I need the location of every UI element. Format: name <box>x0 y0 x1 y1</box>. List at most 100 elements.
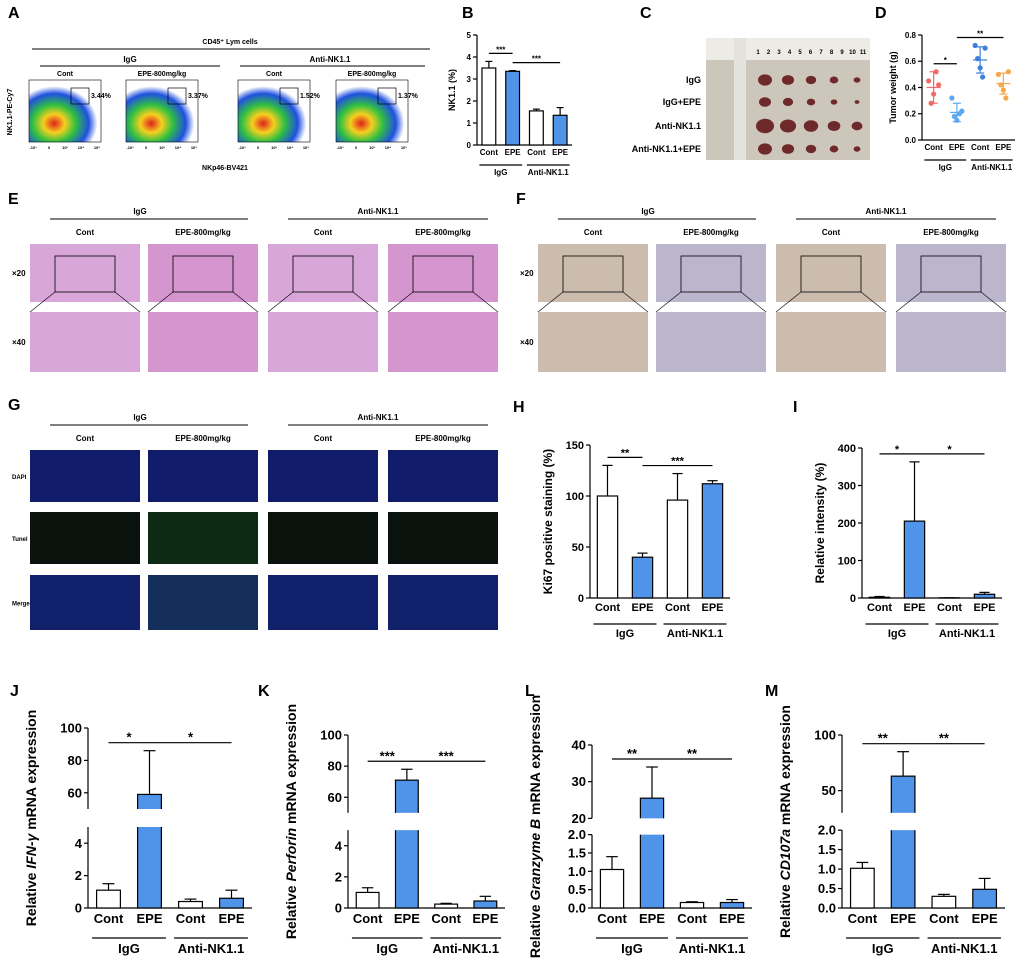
row-label: ×20 <box>520 269 534 278</box>
bar <box>505 70 521 146</box>
y-tick-label: 40 <box>572 738 586 753</box>
y-tick-label: 80 <box>68 753 82 768</box>
flow-plot <box>28 79 102 143</box>
panel-letter: K <box>258 683 270 700</box>
micrograph <box>776 244 886 302</box>
group-label: Anti-NK1.1 <box>310 55 351 64</box>
y-tick-label: 1.0 <box>818 862 836 877</box>
tumor <box>851 121 863 131</box>
y-axis-label: Ki67 positive staining (%) <box>541 449 555 594</box>
micrograph <box>30 244 140 302</box>
flow-plot <box>335 79 409 143</box>
zoom-line <box>740 291 767 313</box>
flow-plot <box>125 79 199 143</box>
bar <box>972 888 998 909</box>
column-label: EPE-800mg/kg <box>415 228 471 237</box>
zoom-box <box>800 255 862 293</box>
micrograph <box>148 512 258 564</box>
x-tick-label: Cont <box>925 143 944 152</box>
axis-tick: -10³ <box>336 145 344 150</box>
axis-tick: 10⁴ <box>287 145 293 150</box>
group-label: Anti-NK1.1 <box>667 628 723 640</box>
ruler-number: 1 <box>756 50 760 56</box>
y-tick-label: 0 <box>335 901 342 916</box>
zoom-line <box>387 291 414 313</box>
bar <box>178 900 203 909</box>
zoom-line <box>980 291 1007 313</box>
zoom-line <box>860 291 887 313</box>
micrograph <box>148 312 258 372</box>
bar <box>394 779 419 909</box>
row-label: IgG+EPE <box>663 97 701 107</box>
micrograph <box>148 450 258 502</box>
bar <box>890 775 916 909</box>
x-tick-label: Cont <box>527 148 546 157</box>
group-label: IgG <box>494 168 507 177</box>
axis-break <box>136 809 163 827</box>
y-tick-label: 0 <box>850 593 856 605</box>
bar <box>973 593 996 599</box>
ruler <box>706 38 870 60</box>
x-tick-label: EPE <box>972 911 998 926</box>
y-axis-label-part: mRNA expression <box>527 695 543 819</box>
significance-label: *** <box>496 45 506 54</box>
micrograph <box>538 244 648 302</box>
bar <box>931 895 957 909</box>
significance-label: ** <box>687 746 698 761</box>
x-tick-label: Cont <box>971 143 990 152</box>
bar <box>528 110 544 146</box>
micrograph <box>268 450 378 502</box>
axis-tick: 0 <box>257 145 260 150</box>
gate <box>70 87 90 105</box>
y-tick-label: 0.0 <box>568 901 586 916</box>
gate-label: 3.44% <box>91 93 112 100</box>
y-axis-label: Relative CD107a mRNA expression <box>777 705 793 938</box>
bar <box>701 483 724 599</box>
column-label: EPE-800mg/kg <box>348 71 397 78</box>
gate-label: 3.37% <box>188 93 209 100</box>
axis-break <box>890 812 916 831</box>
x-tick-label: EPE <box>995 143 1012 152</box>
micrograph <box>656 312 766 372</box>
y-tick-label: 150 <box>566 440 584 452</box>
y-tick-label: 400 <box>838 443 856 455</box>
column-label: EPE-800mg/kg <box>923 228 979 237</box>
zoom-line <box>622 291 649 313</box>
tumor <box>806 98 816 106</box>
panel-letter: C <box>640 5 652 22</box>
zoom-line <box>114 291 141 313</box>
point <box>926 78 932 84</box>
y-axis-label-part: Relative <box>283 882 299 940</box>
x-tick-label: Cont <box>677 911 707 926</box>
bar <box>868 596 891 599</box>
x-tick-label: EPE <box>719 911 745 926</box>
column-label: Cont <box>314 228 333 237</box>
micrograph <box>388 512 498 564</box>
y-tick-label: 0 <box>75 901 82 916</box>
significance-label: * <box>895 444 900 456</box>
zoom-box <box>292 255 354 293</box>
significance-label: ** <box>939 731 950 746</box>
group-label: IgG <box>621 941 643 956</box>
axis-tick: 0 <box>145 145 148 150</box>
significance-label: * <box>947 444 952 456</box>
ruler-number: 6 <box>809 50 813 56</box>
micrograph <box>656 244 766 302</box>
panel-letter: G <box>8 397 20 414</box>
ruler-number: 8 <box>830 50 834 56</box>
group-label: IgG <box>888 628 906 640</box>
bar <box>552 114 568 146</box>
tumor <box>781 144 795 154</box>
micrograph <box>268 512 378 564</box>
y-tick-label: 1 <box>467 119 472 128</box>
micrograph <box>30 512 140 564</box>
axis-tick: 10⁵ <box>303 145 309 150</box>
row-label: DAPI <box>12 475 27 481</box>
ruler-number: 5 <box>798 50 802 56</box>
y-tick-label: 100 <box>566 491 584 503</box>
y-tick-label: 60 <box>328 790 342 805</box>
tumor <box>827 120 841 132</box>
bar <box>219 897 244 909</box>
zoom-line <box>352 291 379 313</box>
column-label: EPE-800mg/kg <box>138 71 187 78</box>
